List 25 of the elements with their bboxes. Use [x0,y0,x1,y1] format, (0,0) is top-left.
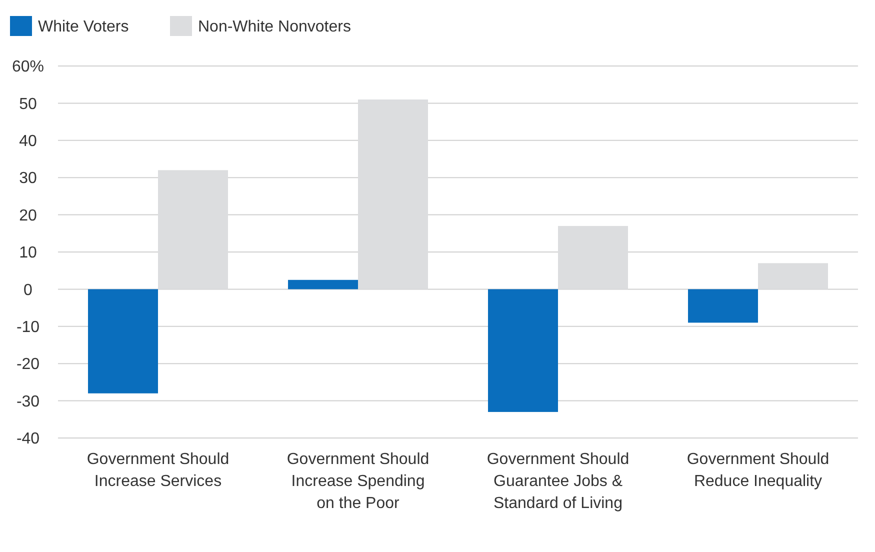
y-tick-label: 50 [19,96,37,113]
bar [758,263,828,290]
bar [558,226,628,290]
bar [688,289,758,323]
x-tick-label: Government Should Reduce Inequality [686,451,830,490]
y-tick-label: -40 [16,430,40,448]
y-tick-label: 40 [19,133,37,150]
y-tick-label: -10 [16,319,40,336]
bar [158,170,228,290]
legend-label: White Voters [38,18,129,36]
y-tick-label: 60% [12,58,44,76]
bar [358,99,428,290]
x-tick-label: Government Should Guarantee Jobs & Standard of Living [486,451,630,512]
y-tick-label: 10 [19,244,37,262]
bar [288,280,358,290]
y-tick-label: 20 [19,207,37,224]
x-tick-label: Government Should Increase Spending on the Poor [286,451,430,512]
legend-label: Non-White Nonvoters [198,18,351,36]
x-tick-label: Government Should Increase Services [86,451,230,490]
y-tick-label: 0 [24,282,33,299]
y-tick-label: 30 [19,170,37,188]
y-tick-label: -20 [16,356,40,374]
bar [88,289,158,394]
y-tick-label: -30 [16,393,40,410]
bar [488,289,558,412]
